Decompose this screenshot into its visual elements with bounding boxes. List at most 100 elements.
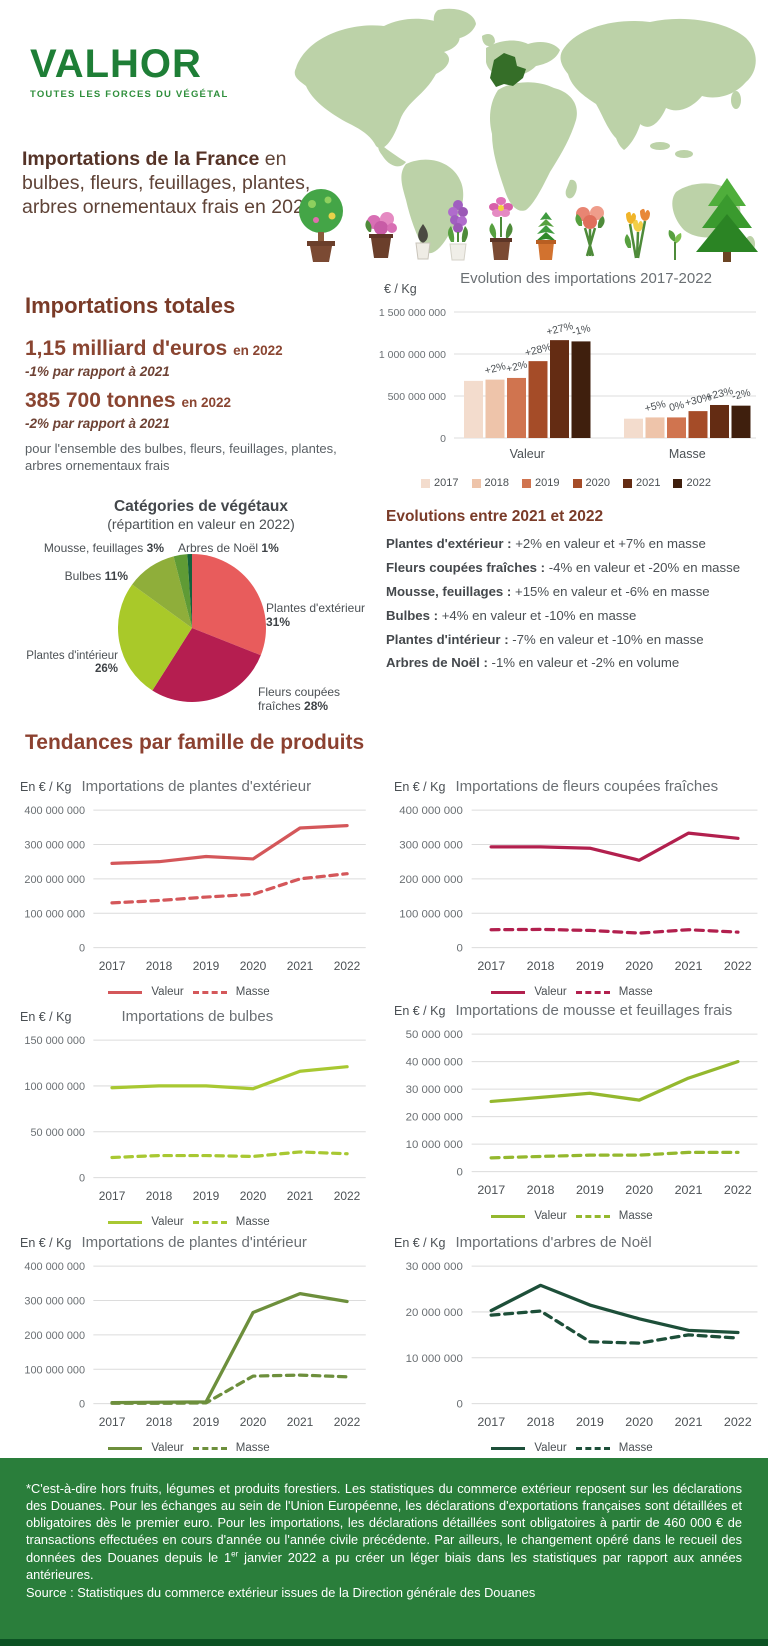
- chart-unit: En € / Kg: [394, 780, 446, 794]
- christmas-tree-icon: [695, 178, 758, 262]
- legend-dashed-sample: [192, 1220, 227, 1224]
- svg-text:2020: 2020: [240, 1416, 267, 1429]
- svg-text:2018: 2018: [527, 959, 555, 972]
- svg-text:150 000 000: 150 000 000: [24, 1035, 85, 1047]
- svg-text:40 000 000: 40 000 000: [406, 1057, 463, 1069]
- svg-text:2022: 2022: [724, 1183, 752, 1196]
- svg-text:+27%: +27%: [545, 320, 574, 338]
- legend-dashed-sample: [192, 1446, 227, 1450]
- svg-text:2022: 2022: [334, 1190, 361, 1203]
- plant-illustrations: [292, 176, 760, 262]
- legend-dashed-sample: [575, 1214, 610, 1218]
- bar-legend-item: 2020: [572, 477, 610, 489]
- svg-text:2020: 2020: [240, 1190, 267, 1203]
- svg-text:20 000 000: 20 000 000: [406, 1112, 463, 1124]
- svg-text:2017: 2017: [99, 960, 126, 973]
- line-chart-fleurs: 0 100 000 000 200 000 000 300 000 000 400 00…: [399, 806, 758, 973]
- svg-text:50 000 000: 50 000 000: [406, 1030, 463, 1042]
- pie-label-exterieur: Plantes d'extérieur 31%: [266, 601, 366, 629]
- legend-label: Valeur: [151, 1216, 184, 1228]
- sprout-icon: [668, 230, 682, 260]
- svg-text:500 000 000: 500 000 000: [388, 391, 447, 403]
- tendances-heading: Tendances par famille de produits: [25, 731, 365, 754]
- evolutions-section: Evolutions entre 2021 et 2022 Plantes d'…: [386, 508, 758, 679]
- svg-text:1 000 000 000: 1 000 000 000: [379, 349, 446, 361]
- svg-text:0: 0: [457, 1399, 463, 1411]
- svg-text:2017: 2017: [477, 1415, 505, 1428]
- legend-label: Masse: [618, 1442, 653, 1454]
- svg-text:-1%: -1%: [571, 322, 592, 338]
- continent-greenland: [433, 8, 476, 40]
- potted-tree-icon: [299, 189, 343, 262]
- evolution-item: Mousse, feuillages : +15% en valeur et -…: [386, 583, 710, 599]
- continent-central-america: [378, 144, 406, 167]
- line-chart-noel: 0 10 000 000 20 000 000 30 000 000 2017 2018 2…: [406, 1262, 758, 1429]
- bar-legend-item: 2017: [421, 477, 459, 489]
- bar-legend-item: 2021: [622, 477, 660, 489]
- svg-text:0: 0: [79, 1399, 85, 1411]
- svg-text:2019: 2019: [193, 1416, 220, 1429]
- chart-legend: Valeur Masse: [6, 1442, 372, 1454]
- svg-text:Valeur: Valeur: [510, 447, 545, 461]
- svg-text:200 000 000: 200 000 000: [399, 874, 463, 886]
- svg-text:30 000 000: 30 000 000: [406, 1085, 463, 1097]
- svg-text:2021: 2021: [287, 960, 314, 973]
- chart-title: Importations de bulbes: [121, 1008, 274, 1025]
- svg-text:10 000 000: 10 000 000: [406, 1353, 463, 1365]
- svg-text:2017: 2017: [99, 1416, 126, 1429]
- svg-text:2019: 2019: [193, 960, 220, 973]
- svg-text:+2%: +2%: [483, 360, 507, 377]
- pie-title: Catégories de végétaux: [113, 498, 288, 515]
- legend-dashed-sample: [575, 990, 610, 994]
- svg-text:2019: 2019: [193, 1190, 220, 1203]
- svg-text:2018: 2018: [146, 960, 173, 973]
- legend-solid-sample: [108, 990, 143, 994]
- valhor-logo: VALHOR TOUTES LES FORCES DU VÉGÉTAL: [30, 44, 228, 100]
- pie-chart-block: Catégories de végétaux (répartition en v…: [20, 498, 382, 728]
- svg-text:100 000 000: 100 000 000: [24, 1364, 85, 1376]
- pie-label-mousse: Mousse, feuillages 3%: [43, 541, 164, 555]
- bar-chart-unit: € / Kg: [384, 282, 417, 296]
- total-value-delta: -1% par rapport à 2021: [25, 364, 170, 380]
- logo-wordmark: VALHOR: [30, 42, 202, 86]
- potted-orchid-icon: [489, 197, 514, 260]
- svg-text:Masse: Masse: [669, 447, 706, 461]
- svg-text:200 000 000: 200 000 000: [24, 874, 85, 886]
- svg-text:2021: 2021: [287, 1416, 314, 1429]
- totals-scope: pour l'ensemble des bulbes, fleurs, feui…: [25, 441, 337, 474]
- tulips-icon: [624, 208, 650, 259]
- bouquet-icon: [575, 206, 605, 257]
- pie-chart-categories: [117, 554, 266, 702]
- logo-tagline: TOUTES LES FORCES DU VÉGÉTAL: [30, 89, 229, 100]
- svg-text:400 000 000: 400 000 000: [24, 805, 85, 817]
- evolutions-heading: Evolutions entre 2021 et 2022: [386, 508, 604, 525]
- footer-note: *C'est-à-dire hors fruits, légumes et pr…: [26, 1481, 742, 1582]
- line-chart-block-exterieur: En € / Kg Importations de plantes d'exté…: [6, 778, 372, 998]
- legend-solid-sample: [491, 990, 526, 994]
- svg-text:100 000 000: 100 000 000: [24, 1081, 85, 1093]
- svg-text:2022: 2022: [334, 960, 361, 973]
- svg-text:2021: 2021: [287, 1190, 314, 1203]
- svg-text:2017: 2017: [99, 1190, 126, 1203]
- svg-text:300 000 000: 300 000 000: [399, 840, 463, 852]
- legend-dashed-sample: [575, 1446, 610, 1450]
- bar-legend-item: 2019: [522, 477, 560, 489]
- svg-text:0: 0: [457, 943, 463, 955]
- total-mass-stat: 385 700 tonnes en 2022: [25, 389, 231, 413]
- svg-text:2017: 2017: [477, 959, 505, 972]
- legend-solid-sample: [108, 1220, 143, 1224]
- bar-legend-item: 2018: [471, 477, 509, 489]
- island-indonesia-2: [675, 150, 693, 158]
- potted-plant-icon: [535, 212, 556, 260]
- svg-text:2020: 2020: [625, 959, 653, 972]
- totals-heading: Importations totales: [25, 293, 236, 318]
- continent-asia: [560, 18, 756, 141]
- chart-unit: En € / Kg: [394, 1236, 446, 1250]
- world-map: [288, 4, 768, 266]
- line-chart-block-bulbes: En € / Kg Importations de bulbes 0 50 000…: [6, 1008, 372, 1228]
- chart-unit: En € / Kg: [20, 1010, 72, 1024]
- total-mass-delta: -2% par rapport à 2021: [25, 416, 170, 432]
- island-uk: [482, 34, 495, 47]
- svg-text:2022: 2022: [724, 959, 752, 972]
- svg-text:-2%: -2%: [731, 387, 752, 403]
